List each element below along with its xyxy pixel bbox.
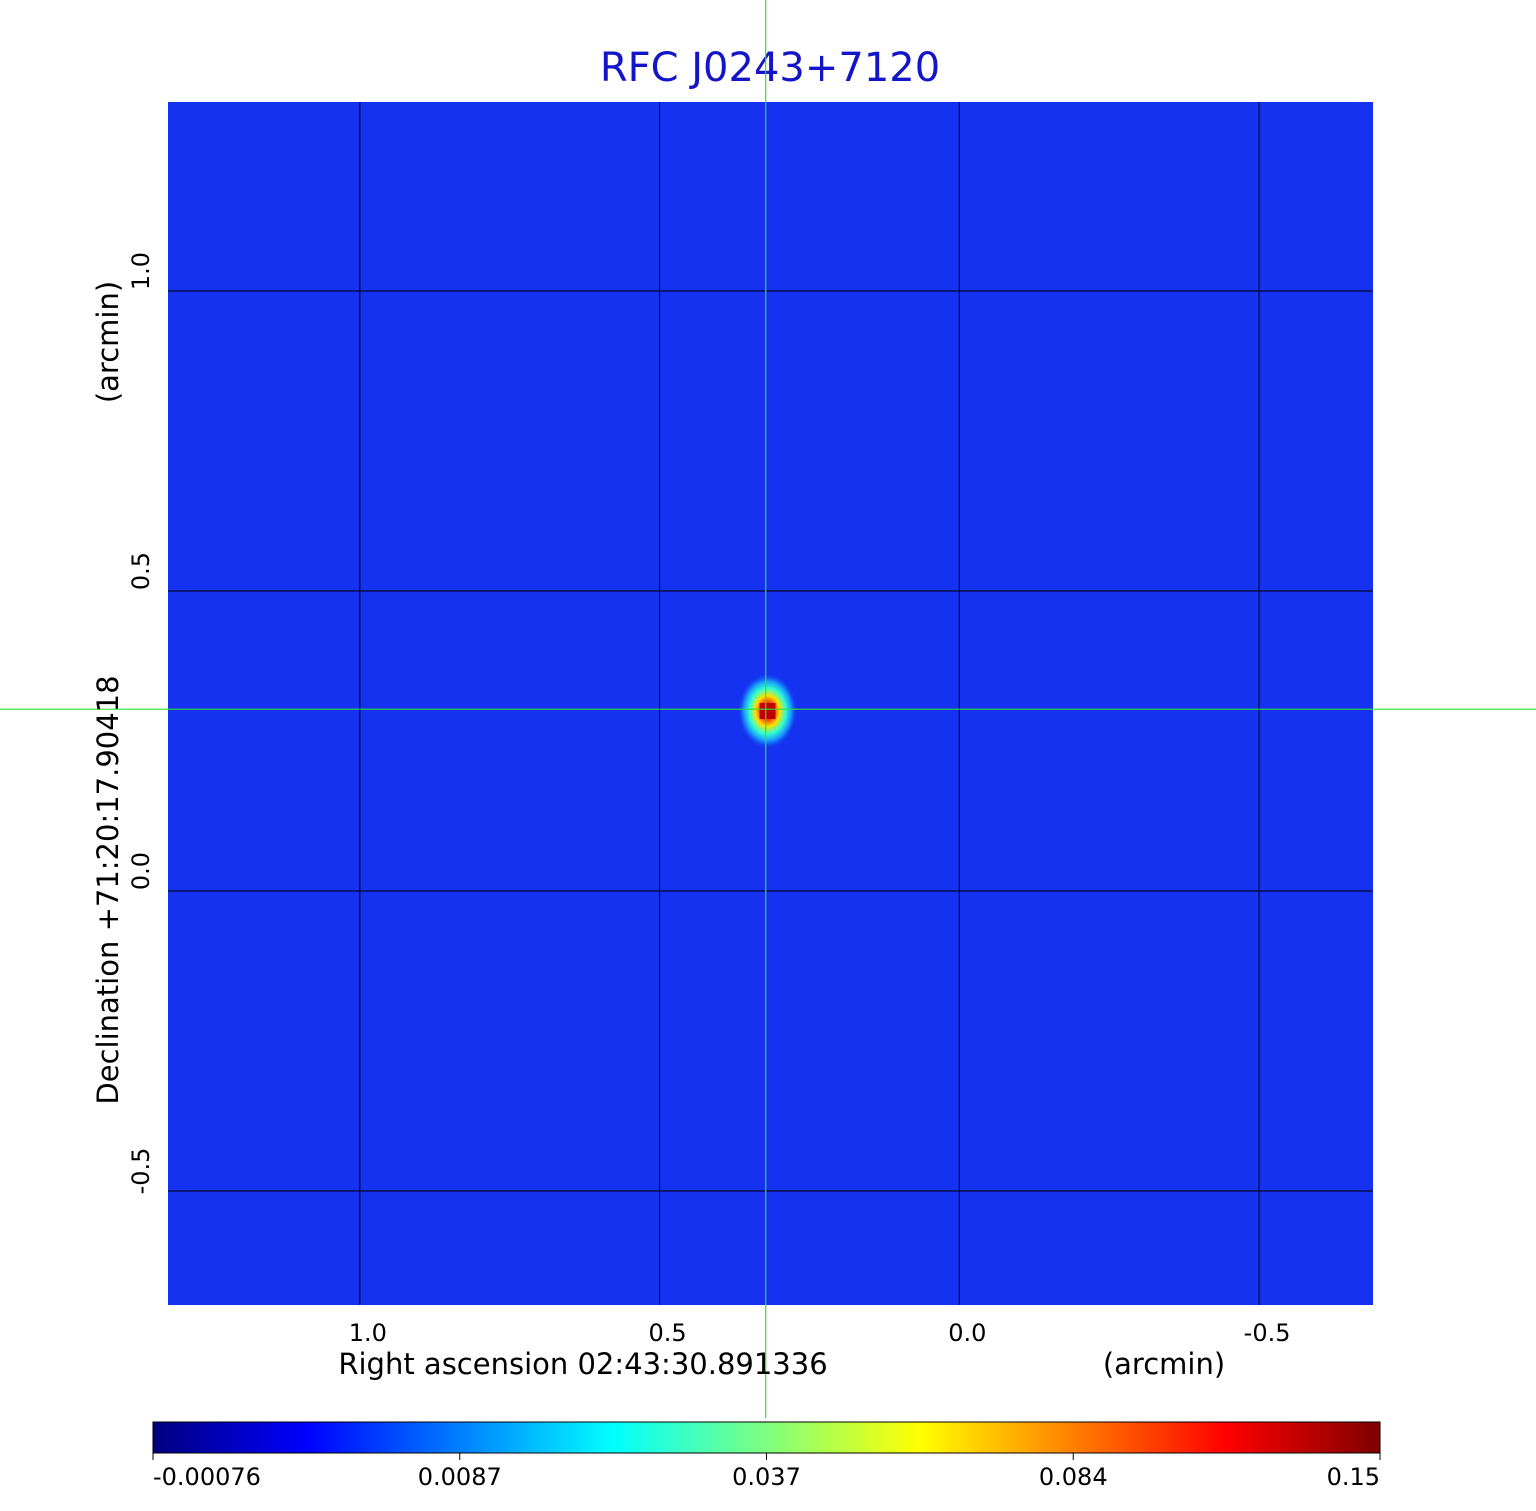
colorbar-tick-label: 0.084 [1039, 1463, 1108, 1491]
source-peak [759, 703, 776, 719]
y-tick-label: 1.0 [127, 252, 155, 290]
colorbar-tick-label: 0.037 [732, 1463, 801, 1491]
y-tick-label: 0.5 [127, 552, 155, 590]
x-tick-label: 0.0 [948, 1319, 986, 1347]
x-axis-unit: (arcmin) [1103, 1347, 1225, 1381]
colorbar-tick-label: 0.15 [1327, 1463, 1380, 1491]
colorbar [152, 1421, 1381, 1454]
y-axis-label: Declination +71:20:17.90418 [91, 675, 125, 1104]
colorbar-tick-label: -0.00076 [153, 1463, 261, 1491]
colorbar-tick-label: 0.0087 [418, 1463, 502, 1491]
x-axis-label: Right ascension 02:43:30.891336 [338, 1347, 827, 1381]
x-tick-label: 1.0 [349, 1319, 387, 1347]
x-tick-label: 0.5 [649, 1319, 687, 1347]
y-tick-label: 0.0 [127, 852, 155, 890]
y-axis-unit: (arcmin) [91, 281, 125, 403]
y-tick-label: -0.5 [127, 1148, 155, 1195]
chart-title: RFC J0243+7120 [600, 45, 940, 91]
x-tick-label: -0.5 [1244, 1319, 1291, 1347]
